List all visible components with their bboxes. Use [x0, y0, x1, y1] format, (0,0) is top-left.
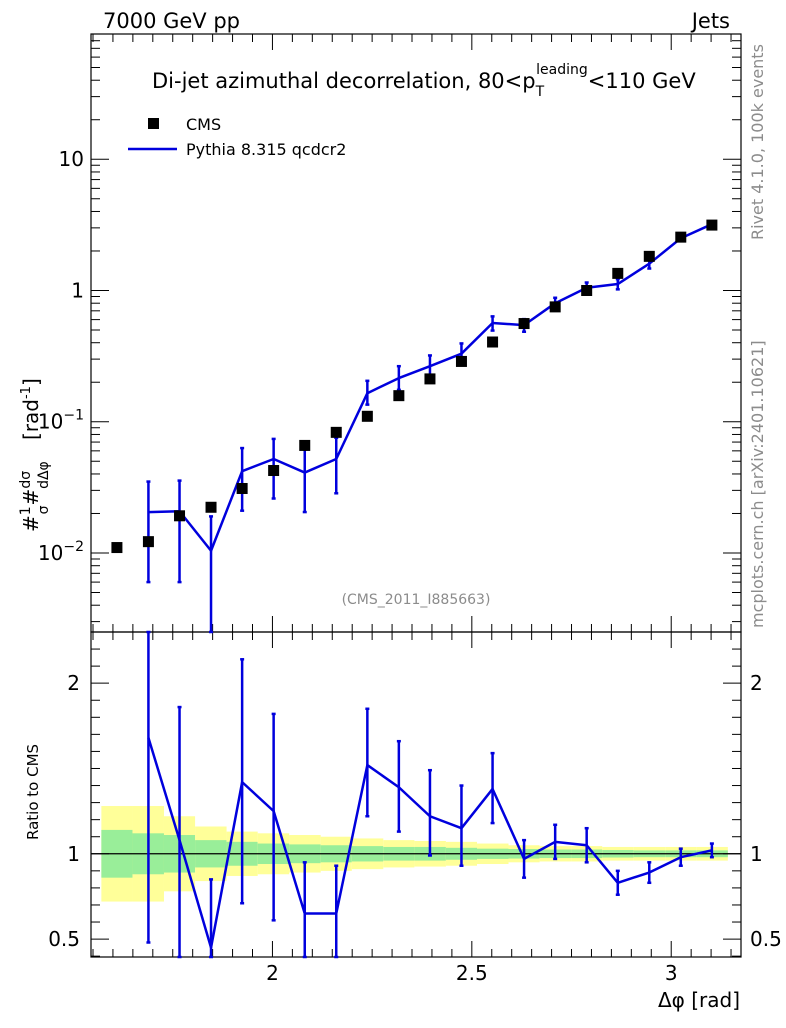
y-axis-label: #1 σ#dσ dΔφ [rad-1] — [18, 378, 52, 532]
cms-point — [330, 426, 342, 438]
cms-point — [455, 355, 467, 367]
legend-mc-label: Pythia 8.315 qcdcr2 — [186, 140, 346, 159]
energy-label: 7000 GeV pp — [103, 9, 240, 33]
axis-ticks: 2 2.5 3 10−2 10−1 1 10 0.5 0.5 1 1 2 2 — [38, 33, 782, 985]
ratio-tick-label-right: 0.5 — [750, 927, 782, 951]
cms-point — [612, 267, 624, 279]
ratio-tick-label-left: 2 — [67, 671, 80, 695]
cms-point — [268, 465, 280, 477]
title-pre: Di-jet azimuthal decorrelation, 80<p — [152, 69, 536, 93]
ratio-y-label: Ratio to CMS — [24, 744, 42, 840]
ratio-frame — [90, 631, 742, 958]
cms-point — [581, 284, 593, 296]
cms-point — [236, 482, 248, 494]
mc-line — [148, 223, 713, 552]
main-panel — [111, 219, 718, 634]
cms-point — [361, 410, 373, 422]
cms-point — [205, 501, 217, 513]
y-tick-label: 1 — [71, 278, 84, 302]
cms-point — [142, 536, 154, 548]
title-sub: T — [535, 84, 545, 100]
x-tick-label: 2.5 — [456, 961, 488, 985]
cms-point — [424, 373, 436, 385]
title-post: <110 GeV — [588, 69, 697, 93]
cms-point — [549, 301, 561, 313]
analysis-tag: (CMS_2011_I885663) — [342, 592, 491, 608]
cms-point — [299, 439, 311, 451]
chart-title: Di-jet azimuthal decorrelation, 80<pTlea… — [152, 62, 696, 100]
cms-point — [487, 336, 499, 348]
x-tick-label: 3 — [665, 961, 678, 985]
x-axis-label: Δφ [rad] — [658, 988, 740, 1012]
y-tick-label: 10 — [59, 147, 84, 171]
ratio-line — [147, 737, 713, 949]
cms-point — [675, 231, 687, 243]
ratio-panel — [91, 630, 741, 959]
title-sup: leading — [536, 62, 588, 78]
legend-cms-label: CMS — [186, 115, 221, 134]
y-axis-label-unit: [rad-1] — [19, 378, 43, 440]
cms-point — [174, 510, 186, 522]
ratio-tick-label-left: 0.5 — [48, 927, 80, 951]
cms-point — [393, 390, 405, 402]
ratio-tick-label-right: 2 — [750, 671, 763, 695]
y-tick-label: 10−2 — [38, 539, 84, 565]
cms-point — [518, 318, 530, 330]
cms-point — [111, 542, 123, 554]
source-note: mcplots.cern.ch [arXiv:2401.10621] — [748, 340, 767, 628]
cms-point — [706, 219, 718, 231]
y-tick-label: 10−1 — [38, 408, 84, 434]
ratio-tick-label-right: 1 — [750, 842, 763, 866]
rivet-note: Rivet 4.1.0, 100k events — [748, 44, 767, 240]
process-label: Jets — [690, 9, 730, 33]
ratio-tick-label-left: 1 — [67, 842, 80, 866]
legend-cms-marker — [148, 118, 159, 129]
y-axis-label-frac: #1 σ#dσ dΔφ — [18, 461, 52, 532]
cms-point — [643, 250, 655, 262]
x-tick-label: 2 — [266, 961, 279, 985]
